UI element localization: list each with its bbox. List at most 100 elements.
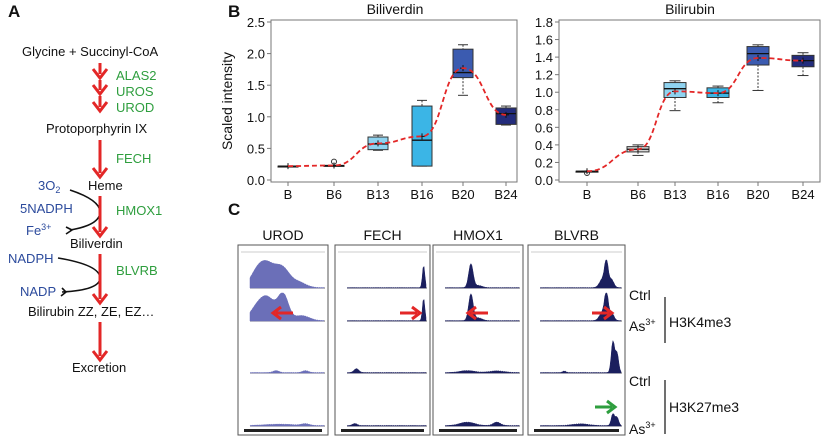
arrow-blvrb — [91, 254, 109, 306]
x-tick-label: B6 — [326, 187, 342, 202]
arrow-down-icon — [91, 101, 109, 114]
fech-change-arrow — [400, 305, 423, 321]
trend-line — [287, 67, 507, 167]
y-tick-label: 1.5 — [247, 78, 265, 93]
cofactor-arc-blvrb — [57, 257, 101, 293]
arrow-hmox1 — [91, 196, 109, 239]
gene-label: BLVRB — [554, 227, 599, 243]
enzyme-uros: UROS — [116, 84, 154, 99]
box-B20 — [452, 48, 474, 79]
step-biliverdin: Biliverdin — [70, 236, 123, 251]
row-label: As3+ — [629, 317, 656, 334]
arrowhead-fe-icon — [65, 226, 74, 235]
enzyme-urod: UROD — [116, 100, 154, 115]
y-tick-label: 0.5 — [247, 141, 265, 156]
chart-title: Bilirubin — [665, 1, 715, 17]
gene-label: UROD — [262, 227, 303, 243]
y-tick-label: 1.0 — [247, 110, 265, 125]
x-tick-label: B24 — [791, 187, 814, 202]
y-tick-label: 1.6 — [535, 33, 553, 48]
row-label-text: Ctrl — [629, 373, 651, 389]
x-tick-label: B13 — [663, 187, 686, 202]
x-tick-label: B — [583, 187, 592, 202]
gene-model-track — [341, 429, 424, 432]
arrow-uros — [91, 80, 109, 97]
row-label-superscript: 3+ — [645, 420, 655, 430]
x-tick-label: B6 — [630, 187, 646, 202]
arrow-fech — [91, 140, 109, 180]
blvrb-change-arrow — [592, 305, 615, 321]
y-tick-label: 1.2 — [535, 68, 553, 83]
arrow-down-icon — [91, 84, 109, 97]
plot-frame — [558, 19, 821, 183]
step-protoporphyrin: Protoporphyrin IX — [46, 121, 147, 136]
bilirubin-chart: Bilirubin 0.0 0.2 0.4 0.6 0.8 1.0 1.2 1.4 1.6 1.8… — [535, 1, 821, 202]
track-column-fech: FECH — [334, 227, 431, 436]
y-tick-label: 1.4 — [535, 50, 553, 65]
step-excretion: Excretion — [72, 360, 126, 375]
arrow-down-icon — [91, 293, 109, 306]
y-tick-label: 2.5 — [247, 15, 265, 30]
chip-signal-track — [346, 298, 427, 322]
y-tick-label: 0.6 — [535, 120, 553, 135]
arrowhead-nadp-icon — [60, 287, 68, 297]
chip-signal-track — [539, 339, 622, 374]
plot-frame — [270, 19, 518, 183]
arrow-left-icon — [270, 305, 282, 321]
y-tick-label: 0.4 — [535, 138, 553, 153]
row-label-text: As — [629, 421, 645, 437]
arrow-alas2 — [91, 63, 109, 81]
chip-signal-track — [249, 292, 325, 322]
heme-pathway-diagram: Glycine + Succinyl-CoA Protoporphyrin IX… — [8, 44, 162, 375]
chart-title: Biliverdin — [367, 1, 424, 17]
gene-model-track — [439, 429, 517, 432]
chip-signal-track — [444, 421, 520, 427]
chip-signal-track — [346, 265, 427, 289]
cofactor-fe: Fe3+ — [26, 222, 51, 238]
y-tick-label: 1.8 — [535, 15, 553, 30]
track-column-urod: UROD — [237, 227, 329, 436]
y-tick-label: 2.0 — [247, 47, 265, 62]
arrow-right-icon — [603, 305, 615, 321]
cofactor-arc-hmox1 — [69, 189, 101, 231]
cofactor-o2: 3O2 — [38, 178, 60, 195]
chip-signal-track — [249, 423, 325, 427]
y-tick-label: 0.0 — [535, 173, 553, 188]
arrow-right-icon — [606, 399, 618, 415]
gene-model-track — [534, 429, 619, 432]
outlier-point — [331, 158, 337, 165]
row-label-text: As — [629, 318, 645, 334]
y-tick-label: 1.0 — [535, 85, 553, 100]
panel-label-b: B — [228, 2, 240, 21]
arrow-down-icon — [91, 68, 109, 81]
track-frame — [334, 244, 431, 436]
chip-signal-track — [444, 263, 520, 289]
chip-signal-track — [539, 413, 622, 427]
x-tick-label: B24 — [494, 187, 517, 202]
x-tick-label: B20 — [451, 187, 474, 202]
arrow-urod — [91, 96, 109, 114]
chip-signal-track — [444, 370, 520, 374]
y-axis-label: Scaled intensity — [219, 52, 235, 150]
row-label-superscript: 3+ — [645, 317, 655, 327]
gene-model-track — [244, 429, 322, 432]
step-glycine: Glycine + Succinyl-CoA — [22, 44, 159, 59]
row-label-text: Ctrl — [629, 287, 651, 303]
y-tick-label: 0.0 — [247, 173, 265, 188]
arrow-down-icon — [91, 350, 109, 363]
row-label: As3+ — [629, 420, 656, 437]
urod-change-arrow — [270, 305, 293, 321]
row-label: Ctrl — [629, 287, 651, 303]
enzyme-blvrb: BLVRB — [116, 263, 158, 278]
cofactor-5nadph: 5NADPH — [20, 201, 73, 216]
enzyme-fech: FECH — [116, 151, 151, 166]
gene-label: FECH — [363, 227, 401, 243]
arrow-left-icon — [465, 305, 477, 321]
arrow-excretion — [91, 322, 109, 363]
chip-signal-track — [249, 370, 325, 374]
blvrb-h3k27-arrow — [595, 399, 618, 415]
enzyme-alas2: ALAS2 — [116, 68, 156, 83]
enzyme-hmox1: HMOX1 — [116, 203, 162, 218]
track-column-hmox1: HMOX1 — [432, 227, 524, 436]
